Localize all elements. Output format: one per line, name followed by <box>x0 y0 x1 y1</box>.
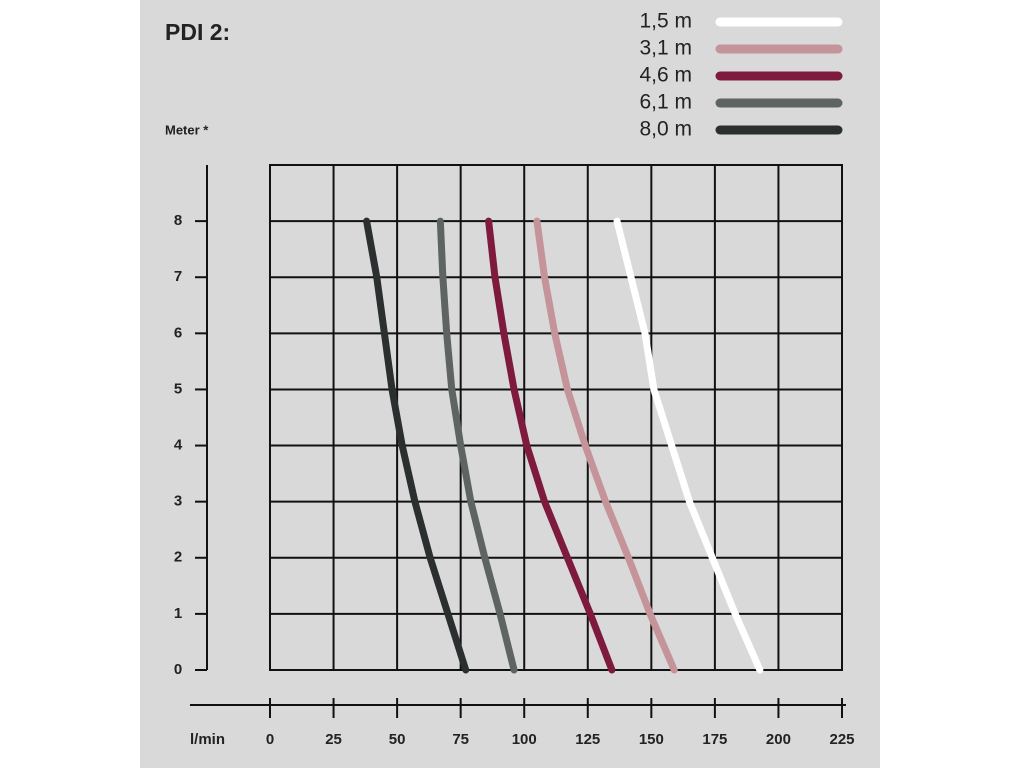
y-tick-label: 2 <box>174 549 182 566</box>
series-line <box>533 217 678 674</box>
x-tick-label: 225 <box>829 731 854 748</box>
y-tick-label: 3 <box>174 493 182 510</box>
legend-label: 4,6 m <box>639 64 692 87</box>
legend-label: 6,1 m <box>639 91 692 114</box>
legend-label: 1,5 m <box>639 10 692 33</box>
y-tick-label: 4 <box>174 437 183 454</box>
series-line <box>485 217 616 674</box>
x-axis-label: l/min <box>190 731 225 748</box>
series-line <box>436 217 518 674</box>
legend-label: 8,0 m <box>639 118 692 141</box>
x-tick-label: 175 <box>702 731 727 748</box>
x-tick-label: 150 <box>639 731 664 748</box>
y-tick-label: 6 <box>174 324 182 341</box>
y-tick-label: 8 <box>174 212 182 229</box>
series-line <box>613 217 764 674</box>
x-tick-label: 200 <box>766 731 791 748</box>
x-tick-label: 50 <box>389 731 406 748</box>
series-line <box>363 217 470 674</box>
x-tick-label: 100 <box>512 731 537 748</box>
chart-title: PDI 2: <box>165 19 230 45</box>
y-axis-label: Meter * <box>165 122 209 137</box>
x-tick-label: 125 <box>575 731 600 748</box>
legend-label: 3,1 m <box>639 37 692 60</box>
y-tick-label: 7 <box>174 268 182 285</box>
y-tick-label: 5 <box>174 380 182 397</box>
y-tick-label: 1 <box>174 605 182 622</box>
y-tick-label: 0 <box>174 661 182 678</box>
x-tick-label: 25 <box>325 731 342 748</box>
x-tick-label: 75 <box>452 731 469 748</box>
x-tick-label: 0 <box>266 731 274 748</box>
